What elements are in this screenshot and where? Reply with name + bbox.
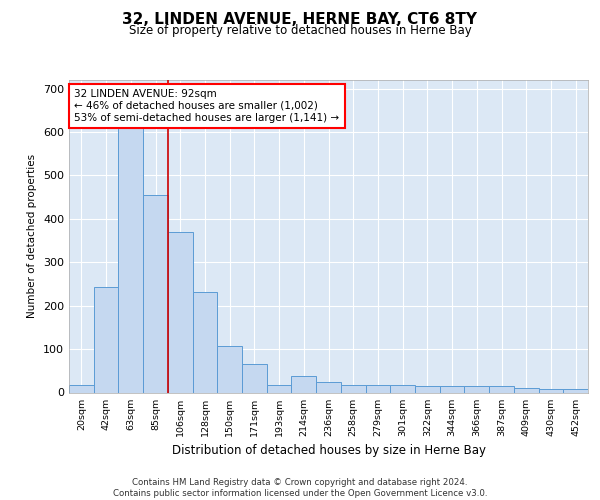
Bar	[217, 346, 242, 393]
Y-axis label: Number of detached properties: Number of detached properties	[28, 154, 37, 318]
Bar	[168, 232, 193, 392]
Text: Contains HM Land Registry data © Crown copyright and database right 2024.
Contai: Contains HM Land Registry data © Crown c…	[113, 478, 487, 498]
Bar	[464, 386, 489, 392]
Bar	[292, 376, 316, 392]
Bar	[390, 384, 415, 392]
Bar	[193, 292, 217, 392]
Bar	[94, 288, 118, 393]
Bar	[415, 386, 440, 392]
Text: 32, LINDEN AVENUE, HERNE BAY, CT6 8TY: 32, LINDEN AVENUE, HERNE BAY, CT6 8TY	[122, 12, 478, 28]
Bar	[341, 384, 365, 392]
Bar	[242, 364, 267, 392]
Bar	[563, 389, 588, 392]
Text: 32 LINDEN AVENUE: 92sqm
← 46% of detached houses are smaller (1,002)
53% of semi: 32 LINDEN AVENUE: 92sqm ← 46% of detache…	[74, 90, 340, 122]
Bar	[440, 386, 464, 392]
Bar	[316, 382, 341, 392]
Bar	[514, 388, 539, 392]
Bar	[143, 195, 168, 392]
Bar	[365, 384, 390, 392]
Bar	[118, 116, 143, 392]
Bar	[267, 384, 292, 392]
Text: Size of property relative to detached houses in Herne Bay: Size of property relative to detached ho…	[128, 24, 472, 37]
Bar	[539, 389, 563, 392]
Bar	[489, 386, 514, 392]
X-axis label: Distribution of detached houses by size in Herne Bay: Distribution of detached houses by size …	[172, 444, 485, 457]
Bar	[69, 384, 94, 392]
